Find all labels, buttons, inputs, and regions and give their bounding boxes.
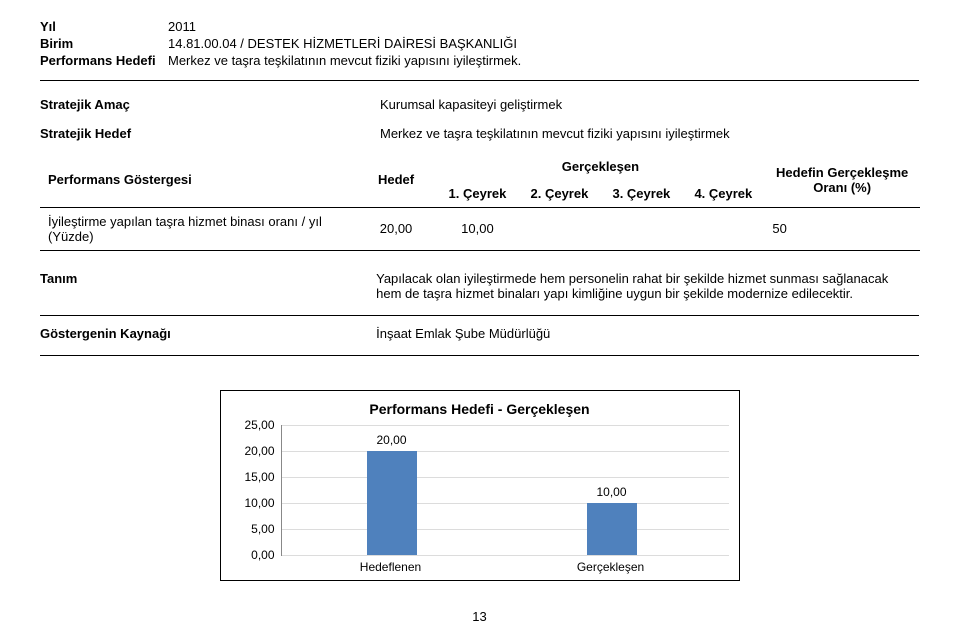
tanim-label: Tanım [40, 265, 376, 311]
chart-y-tick: 20,00 [235, 444, 275, 458]
birim-label: Birim [40, 35, 168, 52]
chart-x-label: Hedeflenen [281, 556, 501, 574]
chart-gridline [282, 477, 729, 478]
stratejik-amac-value: Kurumsal kapasiteyi geliştirmek [380, 93, 740, 122]
stratejik-amac-label: Stratejik Amaç [40, 93, 380, 122]
chart-x-labels: HedeflenenGerçekleşen [281, 556, 721, 574]
perf-row-label: İyileştirme yapılan taşra hizmet binası … [40, 207, 356, 250]
chart-gridline [282, 529, 729, 530]
chart-y-axis: 0,005,0010,0015,0020,0025,00 [231, 425, 281, 555]
perf-row: İyileştirme yapılan taşra hizmet binası … [40, 207, 920, 250]
perf-col-gerceklesen: Gerçekleşen [436, 153, 764, 180]
perf-col-oran: Hedefin Gerçekleşme Oranı (%) [764, 153, 920, 207]
description-table: Tanım Yapılacak olan iyileştirmede hem p… [40, 265, 919, 360]
perf-row-oran: 50 [764, 207, 920, 250]
divider-line [40, 80, 919, 81]
perf-row-c3 [600, 207, 682, 250]
chart-y-tick: 15,00 [235, 470, 275, 484]
perf-indicator-table: Performans Göstergesi Hedef Gerçekleşen … [40, 153, 920, 251]
tanim-value: Yapılacak olan iyileştirmede hem persone… [376, 265, 919, 311]
chart-bar-label: 20,00 [376, 433, 406, 447]
perf-col-c4: 4. Çeyrek [682, 180, 764, 207]
kaynak-label: Göstergenin Kaynağı [40, 320, 376, 351]
performans-hedefi-label: Performans Hedefi [40, 52, 168, 70]
perf-row-c2 [518, 207, 600, 250]
chart-y-tick: 25,00 [235, 418, 275, 432]
chart-bar [367, 451, 417, 555]
perf-col-c1: 1. Çeyrek [436, 180, 518, 207]
chart-x-label: Gerçekleşen [501, 556, 721, 574]
chart-gridline [282, 451, 729, 452]
perf-row-hedef: 20,00 [356, 207, 437, 250]
yil-label: Yıl [40, 18, 168, 35]
strategic-table: Stratejik Amaç Kurumsal kapasiteyi geliş… [40, 93, 740, 151]
perf-col-c2: 2. Çeyrek [518, 180, 600, 207]
stratejik-hedef-value: Merkez ve taşra teşkilatının mevcut fizi… [380, 122, 740, 151]
chart-gridline [282, 555, 729, 556]
chart-y-tick: 5,00 [235, 522, 275, 536]
kaynak-value: İnşaat Emlak Şube Müdürlüğü [376, 320, 919, 351]
perf-row-c1: 10,00 [436, 207, 518, 250]
chart-plot: 20,00 10,00 [281, 425, 729, 556]
perf-col-hedef: Hedef [356, 153, 437, 207]
chart-container: Performans Hedefi - Gerçekleşen 0,00 5,00… [220, 390, 740, 581]
chart-gridline [282, 503, 729, 504]
yil-value: 2011 [168, 18, 529, 35]
perf-col-gosterge: Performans Göstergesi [40, 153, 356, 207]
performans-hedefi-value: Merkez ve taşra teşkilatının mevcut fizi… [168, 52, 529, 70]
header-table: Yıl 2011 Birim 14.81.00.04 / DESTEK HİZM… [40, 18, 529, 70]
birim-value: 14.81.00.04 / DESTEK HİZMETLERİ DAİRESİ … [168, 35, 529, 52]
chart-title: Performans Hedefi - Gerçekleşen [231, 401, 729, 417]
chart-bar [587, 503, 637, 555]
perf-row-c4 [682, 207, 764, 250]
chart-y-tick: 10,00 [235, 496, 275, 510]
chart-y-tick: 0,00 [235, 548, 275, 562]
chart-bar-label: 10,00 [596, 485, 626, 499]
page-number: 13 [40, 609, 919, 624]
stratejik-hedef-label: Stratejik Hedef [40, 122, 380, 151]
perf-col-c3: 3. Çeyrek [600, 180, 682, 207]
chart-gridline [282, 425, 729, 426]
